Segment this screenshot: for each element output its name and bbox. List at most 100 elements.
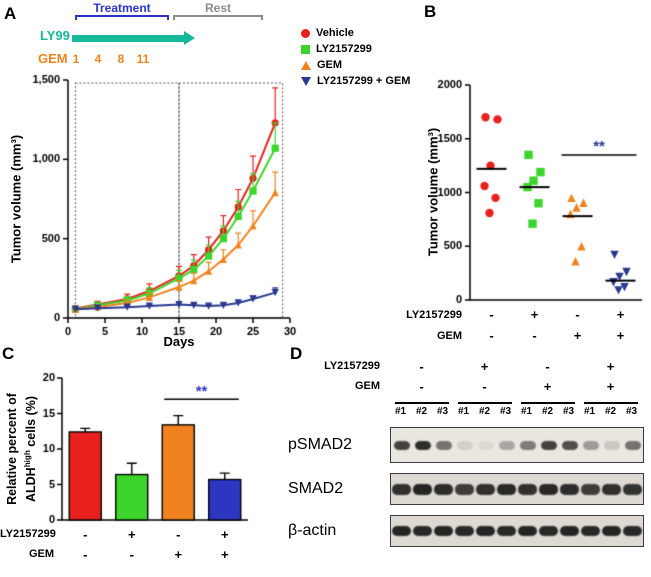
- blot-lane: [412, 526, 433, 536]
- blot-lane: [580, 440, 601, 450]
- blot-lane: [496, 440, 517, 450]
- blot-row: pSMAD2: [288, 427, 650, 463]
- condition-row-label: LY2157299: [0, 528, 56, 540]
- blot-lane: [517, 483, 538, 495]
- blot-lane: [496, 526, 517, 536]
- protein-band: [623, 483, 642, 495]
- aldh-superscript: high: [22, 450, 32, 468]
- protein-band: [477, 440, 494, 450]
- condition-row: GEM - - + +: [0, 544, 272, 564]
- protein-band: [581, 526, 600, 536]
- condition-row: LY2157299 - + - +: [0, 524, 272, 544]
- blot-row: SMAD2: [288, 473, 650, 505]
- blot-lane: [517, 526, 538, 536]
- blot-lane: [412, 483, 433, 495]
- condition-sign: +: [543, 378, 552, 394]
- blot-lane: [580, 526, 601, 536]
- panel-a-x-axis-title: Days: [163, 334, 195, 349]
- blot-lane: [391, 440, 412, 450]
- blot-lane: [622, 483, 643, 495]
- protein-band: [414, 440, 431, 450]
- rest-bracket-line: [173, 15, 263, 20]
- rest-phase-bracket: Rest: [173, 1, 263, 20]
- protein-band: [392, 483, 411, 495]
- protein-band: [518, 526, 537, 536]
- panel-d-label: D: [290, 344, 303, 363]
- protein-band: [413, 483, 432, 495]
- ly99-treatment-arrow: [72, 35, 184, 42]
- protein-band: [476, 483, 495, 495]
- lane-label-row: #1 #2 #3 #1 #2 #3 #1 #2 #3 #1 #2 #3: [288, 404, 650, 419]
- square-marker-icon: [301, 44, 310, 54]
- treatment-bracket-line: [75, 15, 169, 20]
- panel-a-line-chart: [0, 0, 330, 350]
- blot-membrane: [390, 427, 644, 463]
- treatment-phase-bracket: Treatment: [75, 1, 169, 20]
- protein-band: [518, 483, 537, 495]
- lane-group: [579, 396, 642, 404]
- protein-band: [476, 526, 495, 536]
- legend-item: GEM: [301, 57, 410, 73]
- panel-c-bar-chart: [0, 345, 280, 535]
- blot-lane: [517, 440, 538, 450]
- ly99-drug-label: LY99: [40, 28, 70, 43]
- rest-label: Rest: [204, 1, 231, 15]
- protein-band: [539, 526, 558, 536]
- blot-lane: [391, 483, 412, 495]
- lane-group-underline: [394, 402, 449, 404]
- condition-sign: -: [419, 378, 424, 394]
- protein-band: [602, 483, 621, 495]
- gem-dose-day-8: 8: [117, 52, 125, 66]
- blot-lane: [433, 526, 454, 536]
- blot-lane: [475, 483, 496, 495]
- condition-row: LY2157299 - + - +: [288, 356, 650, 376]
- protein-band: [560, 526, 579, 536]
- lane-label: #1: [583, 406, 596, 417]
- legend-label: Vehicle: [316, 27, 354, 39]
- blot-membrane: [390, 473, 644, 505]
- condition-sign: +: [616, 307, 625, 322]
- panel-d-western-blot: LY2157299- + - + GEM - - + + #1 #2 #3 #1 #2 #3 #1 #2 #3 #1…: [288, 356, 650, 547]
- protein-band: [455, 526, 474, 536]
- condition-sign: +: [573, 328, 582, 343]
- condition-sign: -: [129, 546, 134, 562]
- blot-lane: [412, 440, 433, 450]
- lane-label: #1: [457, 406, 470, 417]
- lane-label: #2: [604, 406, 617, 417]
- blot-lane: [559, 483, 580, 495]
- condition-sign: +: [220, 546, 229, 562]
- panel-c-condition-matrix: LY2157299 - + - + GEM - - + +: [0, 524, 272, 564]
- condition-sign: -: [575, 307, 580, 322]
- triangle-down-marker-icon: [301, 76, 311, 86]
- gem-dose-day-11: 11: [136, 52, 150, 66]
- blot-lane: [559, 526, 580, 536]
- panel-b-condition-matrix: LY2157299 - + - + GEM - - + +: [370, 304, 651, 346]
- gem-dose-day-4: 4: [94, 52, 102, 66]
- triangle-up-marker-icon: [301, 60, 311, 70]
- condition-sign: +: [606, 378, 615, 394]
- blot-label: SMAD2: [288, 480, 344, 497]
- legend-label: GEM: [317, 59, 343, 71]
- condition-sign: +: [530, 307, 539, 322]
- lane-group: [516, 396, 579, 404]
- protein-band: [393, 440, 410, 450]
- lane-group-underline-row: [288, 396, 650, 404]
- blot-lane: [622, 440, 643, 450]
- condition-sign: -: [83, 546, 88, 562]
- legend-label: LY2157299 + GEM: [317, 75, 411, 87]
- blot-lane: [559, 440, 580, 450]
- blot-lane: [496, 483, 517, 495]
- blot-lane: [538, 483, 559, 495]
- condition-row: GEM - - + +: [370, 325, 651, 346]
- condition-sign: -: [532, 328, 537, 343]
- legend-item: Vehicle: [301, 25, 410, 41]
- protein-band: [434, 483, 453, 495]
- condition-sign: +: [606, 358, 615, 374]
- lane-label: #2: [541, 406, 554, 417]
- protein-band: [392, 526, 411, 536]
- protein-band: [456, 440, 473, 450]
- protein-band: [435, 440, 452, 450]
- protein-band: [519, 440, 536, 450]
- protein-band: [561, 440, 578, 450]
- protein-band: [581, 483, 600, 495]
